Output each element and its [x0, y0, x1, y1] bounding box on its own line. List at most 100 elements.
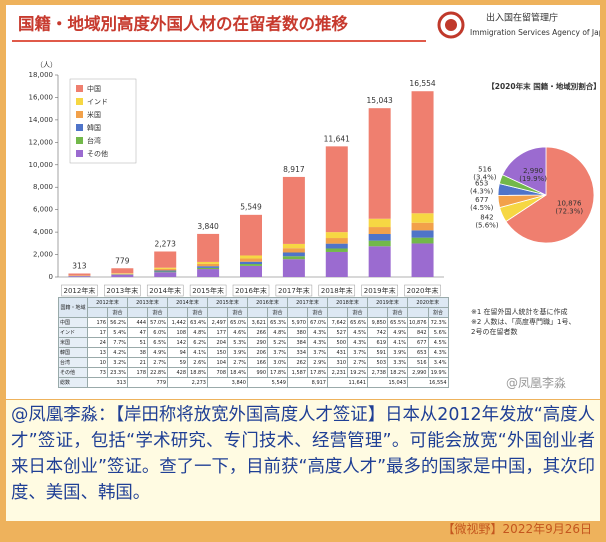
row-name: インド — [58, 327, 88, 338]
row-name: 台湾 — [58, 357, 88, 368]
pie-percent-label: (4.3%) — [470, 187, 494, 195]
table-header: 国籍・地域 — [58, 297, 88, 318]
pie-value-label: 10,876 — [557, 199, 582, 207]
table-cell: 3.4% — [427, 357, 449, 368]
total-row: 総数 313 779 2,273 3,840 5,549 8,917 11,641 15,043… — [58, 377, 449, 388]
bar-segment — [325, 243, 348, 249]
y-tick-label: 0 — [49, 273, 53, 281]
bar-segment — [240, 261, 262, 265]
table-cell: 3.2% — [107, 357, 128, 368]
table-cell: 313 — [87, 377, 128, 388]
table-cell: 15,043 — [367, 377, 408, 388]
table-cell: 5.4% — [107, 327, 128, 338]
category-box — [146, 284, 184, 297]
table-subheader: 割合 — [347, 307, 368, 318]
total-label: 313 — [72, 261, 87, 270]
table-cell: 3.9% — [387, 347, 408, 358]
table-cell: 56.2% — [107, 317, 128, 328]
pie-title: 【2020年末 国籍・地域別割合】 — [487, 81, 600, 91]
watermark: @凤凰李淼 — [506, 376, 567, 390]
table-cell: 6.5% — [147, 337, 168, 348]
table-cell: 65.3% — [267, 317, 288, 328]
bar-segment — [240, 255, 262, 259]
chart-panel: 国籍・地域別高度外国人材の在留者数の推移 出入国在留管理庁 Immigratio… — [6, 5, 606, 399]
bar-segment — [197, 261, 220, 264]
table-cell: 5,549 — [247, 377, 288, 388]
pie-value-label: 516 — [478, 166, 492, 174]
table-cell: 166 — [247, 357, 268, 368]
legend-label: 台湾 — [87, 136, 101, 145]
table-cell: 262 — [287, 357, 308, 368]
table-cell: 5.3% — [227, 337, 248, 348]
bar-segment — [282, 256, 305, 260]
table-cell: 73 — [87, 367, 108, 378]
agency-ja: 出入国在留管理庁 — [486, 12, 558, 24]
table-cell: 177 — [207, 327, 228, 338]
table-cell: 2,273 — [167, 377, 208, 388]
notes: ※1 在留外国人統計を基に作成 ※2 人数は、「高度専門職」1号、 2号の在留者数 — [471, 307, 576, 337]
table-cell: 3.0% — [267, 357, 288, 368]
pie-percent-label: (19.9%) — [519, 175, 547, 183]
table-cell: 3,840 — [207, 377, 248, 388]
legend-label: 米国 — [87, 110, 101, 119]
total-label: 16,554 — [409, 79, 435, 88]
table-cell: 150 — [207, 347, 228, 358]
table-cell: 2.7% — [227, 357, 248, 368]
bar-segment — [325, 146, 348, 233]
table-header: 2014年末 — [167, 297, 208, 308]
bar-segment — [240, 264, 262, 266]
x-tick-label: 2017年末 — [278, 286, 310, 295]
bar-segment — [111, 268, 134, 274]
table-cell: 108 — [167, 327, 188, 338]
bar-segment — [325, 238, 348, 244]
legend-label: 中国 — [87, 84, 101, 93]
y-tick-label: 4,000 — [33, 228, 53, 236]
x-tick-label: 2015年末 — [192, 286, 224, 295]
table-subheader: 割合 — [387, 307, 408, 318]
legend-swatch — [76, 124, 83, 131]
table-cell: 431 — [327, 347, 348, 358]
table-cell: 4.1% — [387, 337, 408, 348]
header-bg — [6, 5, 600, 45]
pie-percent-label: (5.6%) — [475, 222, 499, 230]
table-subheader: 割合 — [267, 307, 288, 318]
bar-segment — [154, 272, 177, 277]
table-header: 2019年末 — [367, 297, 408, 308]
table-cell: 290 — [247, 337, 268, 348]
table-cell: 47 — [127, 327, 148, 338]
bar-segment — [368, 233, 391, 241]
table-subheader: 割合 — [307, 307, 328, 318]
bar-segment — [111, 275, 134, 277]
table-cell: 51 — [127, 337, 148, 348]
table-cell: 59 — [167, 357, 188, 368]
table-cell: 310 — [327, 357, 348, 368]
table-cell: 380 — [287, 327, 308, 338]
table-cell: 17 — [87, 327, 108, 338]
table-cell: 19.9% — [427, 367, 449, 378]
table-subheader: 割合 — [107, 307, 128, 318]
table-cell: 503 — [367, 357, 388, 368]
table-cell: 527 — [327, 327, 348, 338]
bar-segment — [411, 237, 434, 244]
bar-segment — [325, 248, 348, 252]
table-cell: 24 — [87, 337, 108, 348]
table-cell: 266 — [247, 327, 268, 338]
bar-segment — [411, 91, 434, 214]
table-cell: 428 — [167, 367, 188, 378]
bar-segment — [240, 214, 262, 256]
table-cell: 4.9% — [147, 347, 168, 358]
pie-percent-label: (4.5%) — [470, 204, 494, 212]
table-cell: 3,621 — [247, 317, 268, 328]
bar-segment — [154, 270, 177, 272]
table-cell: 4.9% — [387, 327, 408, 338]
x-tick-label: 2020年末 — [407, 286, 439, 295]
row-name: 総数 — [58, 377, 88, 388]
table-cell: 2.9% — [307, 357, 328, 368]
table-cell: 65.5% — [387, 317, 408, 328]
total-label: 3,840 — [197, 222, 219, 231]
table-cell: 10,876 — [407, 317, 429, 328]
source: 【微视野】2022年9月26日 — [442, 522, 592, 536]
table-cell — [167, 307, 188, 318]
table-cell: 104 — [207, 357, 228, 368]
